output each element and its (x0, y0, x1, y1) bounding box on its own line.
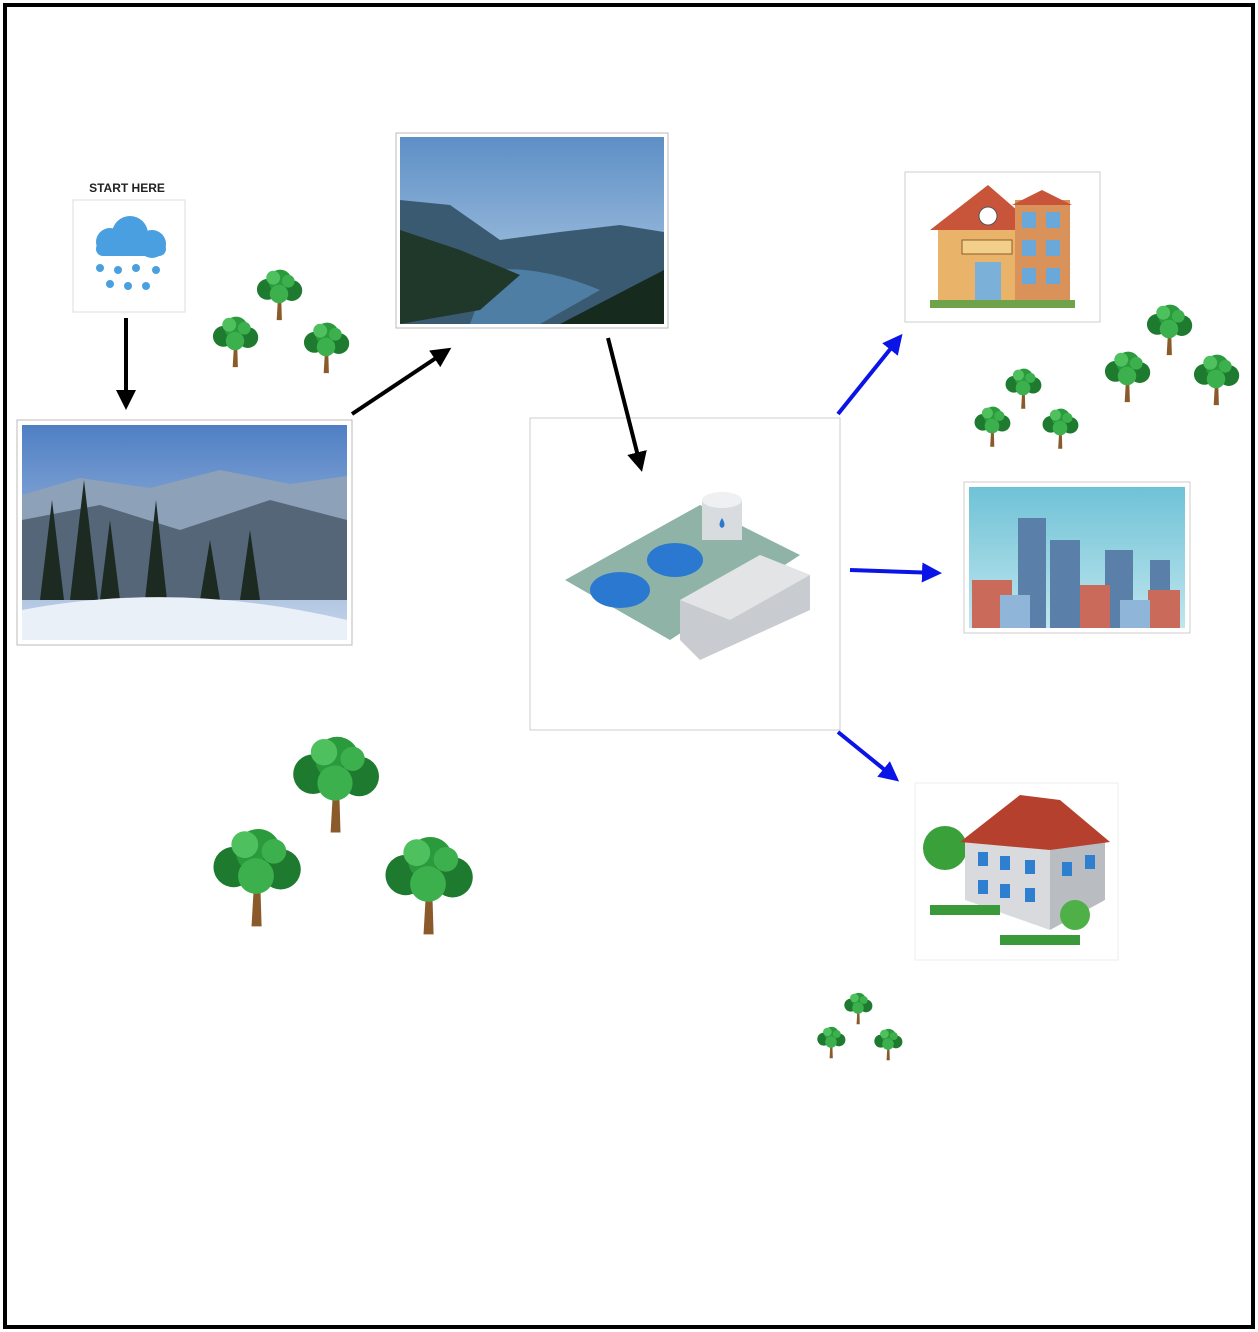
lake-photo (396, 133, 668, 328)
city-image (964, 482, 1190, 633)
snow-mountain-photo (17, 420, 352, 645)
treatment-plant (530, 418, 840, 730)
school-image (905, 172, 1100, 322)
start-label: START HERE (89, 181, 165, 195)
precipitation-icon (73, 200, 185, 312)
diagram: START HERE (0, 0, 1258, 1332)
page: START HERE (0, 0, 1258, 1332)
house-image (915, 783, 1118, 960)
